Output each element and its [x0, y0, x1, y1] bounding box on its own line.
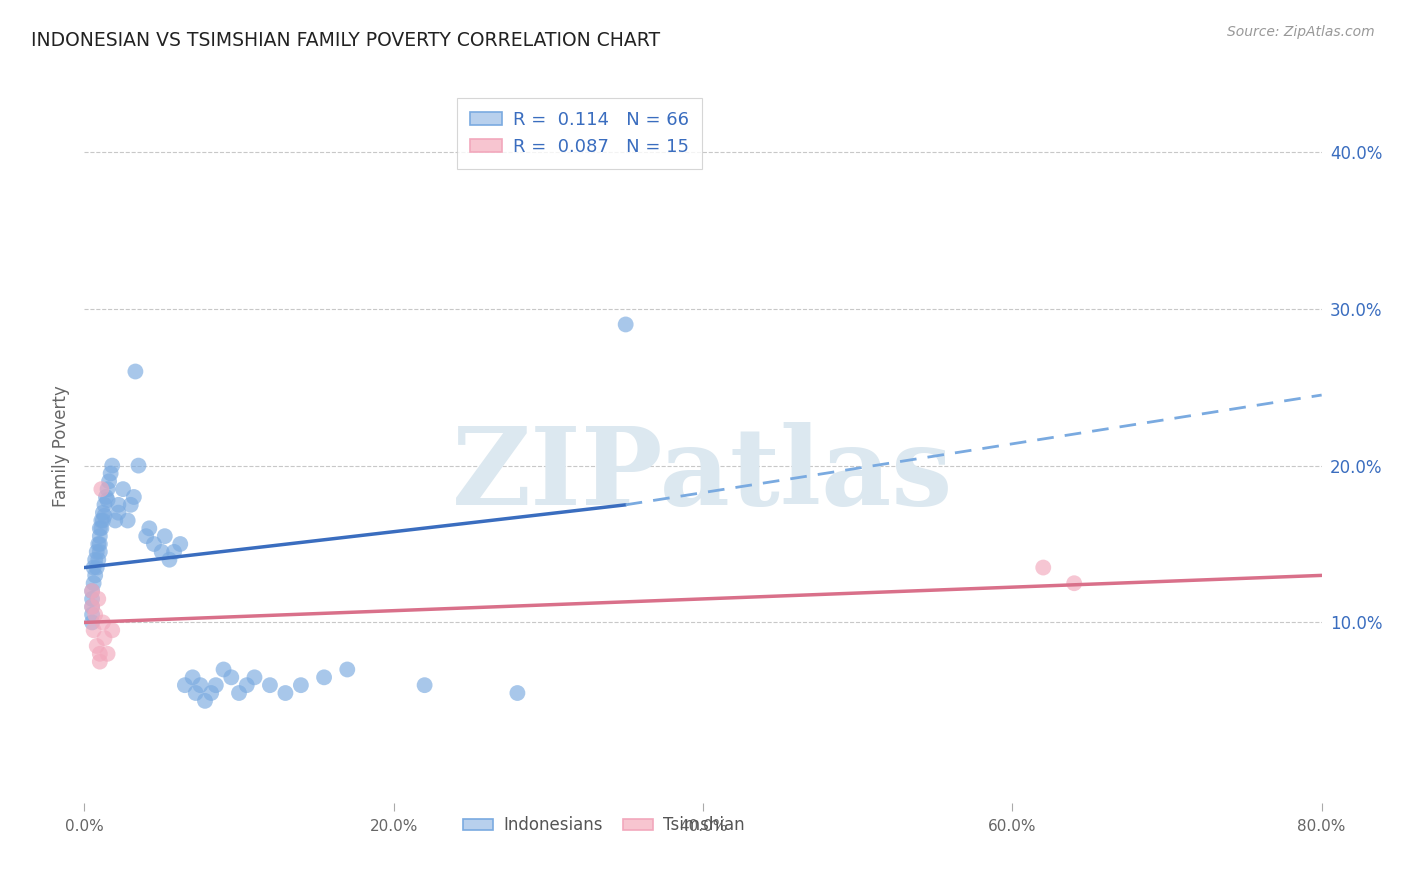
Point — [153, 529, 176, 543]
Point — [101, 458, 124, 473]
Point — [614, 318, 637, 332]
Point — [93, 631, 115, 645]
Point — [194, 694, 217, 708]
Point — [100, 467, 122, 481]
Point — [174, 678, 197, 692]
Point — [135, 529, 157, 543]
Point — [159, 552, 180, 566]
Point — [84, 568, 107, 582]
Point — [336, 663, 359, 677]
Point — [90, 482, 112, 496]
Point — [205, 678, 228, 692]
Point — [93, 508, 115, 523]
Text: ZIPatlas: ZIPatlas — [453, 422, 953, 527]
Point — [104, 514, 127, 528]
Point — [212, 663, 235, 677]
Point — [228, 686, 250, 700]
Legend: Indonesians, Tsimshian: Indonesians, Tsimshian — [457, 810, 751, 841]
Point — [83, 624, 105, 638]
Point — [506, 686, 529, 700]
Point — [219, 670, 242, 684]
Point — [259, 678, 281, 692]
Point — [1032, 560, 1054, 574]
Point — [169, 537, 191, 551]
Point — [96, 647, 118, 661]
Point — [243, 670, 266, 684]
Point — [87, 552, 110, 566]
Point — [87, 537, 110, 551]
Point — [82, 591, 104, 606]
Point — [188, 678, 211, 692]
Point — [82, 607, 104, 622]
Point — [86, 639, 108, 653]
Point — [82, 615, 104, 630]
Text: Source: ZipAtlas.com: Source: ZipAtlas.com — [1227, 25, 1375, 39]
Point — [84, 607, 107, 622]
Point — [86, 545, 108, 559]
Point — [235, 678, 259, 692]
Point — [163, 545, 186, 559]
Point — [82, 584, 104, 599]
Point — [150, 545, 173, 559]
Point — [181, 670, 204, 684]
Point — [89, 647, 111, 661]
Point — [274, 686, 297, 700]
Point — [86, 560, 108, 574]
Point — [112, 482, 135, 496]
Point — [82, 599, 104, 614]
Point — [89, 545, 111, 559]
Point — [89, 521, 111, 535]
Point — [184, 686, 207, 700]
Point — [90, 521, 112, 535]
Point — [107, 506, 129, 520]
Point — [91, 506, 114, 520]
Point — [312, 670, 335, 684]
Point — [117, 514, 139, 528]
Point — [1063, 576, 1085, 591]
Point — [96, 493, 118, 508]
Point — [98, 475, 121, 489]
Point — [83, 560, 105, 574]
Point — [91, 514, 114, 528]
Point — [290, 678, 312, 692]
Point — [120, 498, 142, 512]
Point — [200, 686, 222, 700]
Point — [89, 529, 111, 543]
Point — [89, 655, 111, 669]
Point — [138, 521, 160, 535]
Point — [89, 537, 111, 551]
Point — [96, 482, 118, 496]
Point — [83, 576, 105, 591]
Point — [82, 599, 104, 614]
Point — [82, 584, 104, 599]
Point — [87, 591, 110, 606]
Point — [90, 514, 112, 528]
Y-axis label: Family Poverty: Family Poverty — [52, 385, 70, 507]
Point — [93, 498, 115, 512]
Point — [91, 615, 114, 630]
Point — [84, 552, 107, 566]
Point — [127, 458, 149, 473]
Point — [107, 498, 129, 512]
Point — [143, 537, 166, 551]
Text: INDONESIAN VS TSIMSHIAN FAMILY POVERTY CORRELATION CHART: INDONESIAN VS TSIMSHIAN FAMILY POVERTY C… — [31, 31, 659, 50]
Point — [413, 678, 436, 692]
Point — [122, 490, 145, 504]
Point — [94, 490, 117, 504]
Point — [101, 624, 124, 638]
Point — [124, 364, 146, 378]
